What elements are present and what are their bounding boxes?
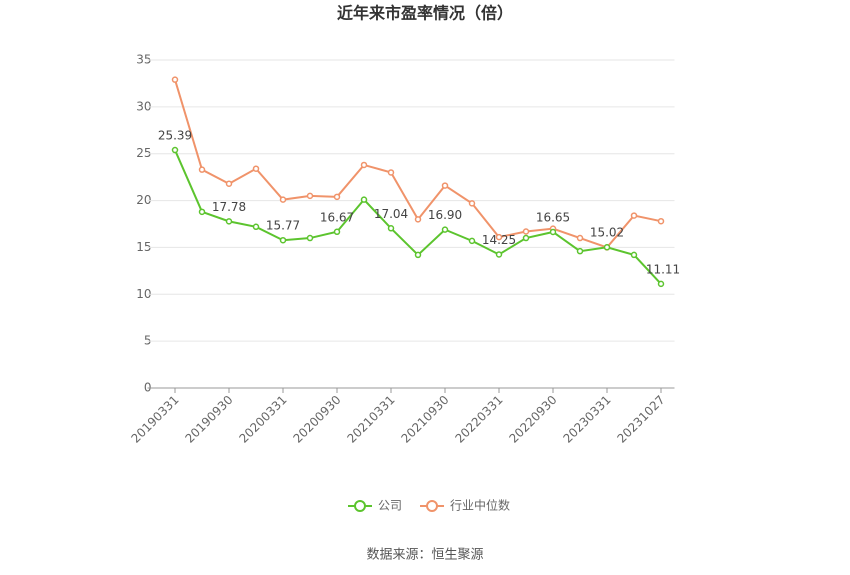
data-label: 25.39 [158,129,192,143]
x-tick-label: 20220331 [453,393,506,446]
x-tick-label: 20220930 [507,393,560,446]
data-point [657,217,665,225]
data-point [306,234,314,242]
x-tick-label: 20200930 [291,393,344,446]
legend-label: 公司 [378,499,402,513]
data-point [630,212,638,219]
data-point [603,243,611,251]
x-tick-label: 20200331 [237,393,290,446]
data-label: 11.11 [646,262,680,276]
data-point [360,196,368,203]
y-tick-label: 25 [136,146,151,160]
data-point [252,165,260,172]
data-point [279,196,287,203]
data-point [387,225,395,232]
y-tick-label: 20 [136,193,151,207]
source-note: 数据来源：恒生聚源 [366,548,483,563]
data-point [522,234,530,242]
data-label: 15.77 [266,219,300,233]
data-point [441,226,449,233]
legend-marker [426,500,439,512]
data-point [495,233,503,241]
x-tick-label: 20230331 [561,393,614,446]
data-point [225,180,233,187]
y-tick-label: 10 [136,287,151,301]
data-point [252,223,260,231]
data-point [306,192,314,200]
data-point [414,251,422,259]
data-point [171,146,179,154]
data-point [333,228,341,236]
data-point [657,280,665,288]
x-tick-label: 20210930 [399,393,452,446]
data-point [360,161,368,169]
data-label: 14.25 [482,233,516,247]
y-tick-label: 35 [136,53,151,67]
data-label: 17.04 [374,207,408,221]
data-point [549,228,557,236]
data-point [630,251,638,259]
data-label: 15.02 [590,226,624,240]
y-tick-label: 15 [136,240,151,254]
data-point [333,193,341,201]
data-point [576,234,584,242]
data-point [522,228,530,235]
data-label: 16.67 [320,210,354,224]
data-point [225,218,233,225]
data-point [198,166,206,173]
data-point [171,76,179,83]
data-point [576,247,584,255]
data-point [387,169,395,176]
data-point [441,182,449,189]
data-point [468,237,476,245]
data-point [495,251,503,258]
data-point [279,236,287,244]
data-point [468,200,476,207]
data-label: 16.65 [536,210,570,224]
legend-item: 行业中位数 [420,498,510,513]
x-tick-label: 20210331 [345,393,398,446]
chart-title: 近年来市盈率情况（倍） [337,4,513,23]
data-point [414,216,422,223]
legend-marker [354,500,366,512]
legend-item: 公司 [348,499,402,513]
x-tick-label: 20231027 [615,393,668,446]
data-point [198,208,206,216]
x-tick-label: 20190331 [129,393,182,446]
legend-label: 行业中位数 [450,498,510,513]
data-label: 16.90 [428,208,462,222]
data-label: 17.78 [212,200,246,214]
y-tick-label: 30 [136,99,151,113]
x-tick-label: 20190930 [183,393,236,446]
